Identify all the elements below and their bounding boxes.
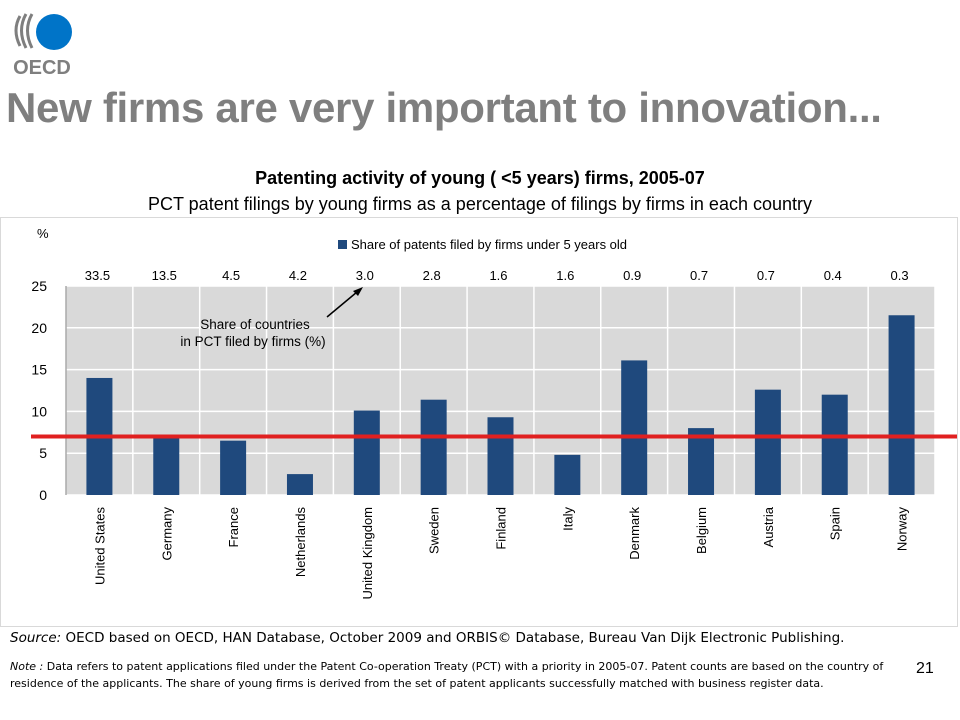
bar-austria: [754, 389, 781, 495]
bar-sweden: [420, 399, 447, 495]
annotation-arrowhead: [353, 287, 363, 296]
x-tick-label: Austria: [761, 506, 776, 547]
oecd-logo-icon: OECD: [13, 13, 72, 79]
y-tick-label: 0: [39, 487, 47, 503]
top-value-label: 2.8: [423, 268, 441, 283]
y-axis: 0 5 10 15 20 25: [31, 278, 67, 503]
logo-text: OECD: [13, 57, 71, 78]
chart-subtitle: PCT patent filings by young firms as a p…: [148, 194, 812, 214]
y-tick-label: 15: [31, 362, 47, 378]
x-tick-label: Germany: [159, 507, 174, 561]
annotation-line2: in PCT filed by firms (%): [180, 334, 325, 349]
bar-denmark: [621, 360, 648, 495]
page-number: 21: [916, 660, 934, 677]
bar-germany: [153, 436, 180, 495]
bar-chart: 0 5 10 15 20 25 United States Germany France Net…: [31, 226, 957, 600]
bar-finland: [487, 417, 514, 495]
top-value-label: 4.2: [289, 268, 307, 283]
top-value-label: 0.3: [891, 268, 909, 283]
note-text: Data refers to patent applications filed…: [10, 660, 884, 690]
y-tick-label: 10: [31, 403, 47, 419]
top-value-label: 4.5: [222, 268, 240, 283]
y-tick-label: 25: [31, 278, 47, 294]
x-tick-label: Netherlands: [293, 507, 308, 578]
bar-spain: [821, 394, 848, 495]
bar-belgium: [688, 428, 715, 495]
x-tick-label: Norway: [895, 507, 910, 552]
legend-swatch: [338, 240, 347, 249]
top-value-label: 3.0: [356, 268, 374, 283]
top-value-label: 0.4: [824, 268, 842, 283]
y-axis-unit-label: %: [37, 226, 49, 241]
top-value-label: 1.6: [556, 268, 574, 283]
note-label: Note :: [10, 660, 44, 673]
bar-united-kingdom: [353, 410, 380, 495]
top-value-label: 33.5: [85, 268, 110, 283]
source-text: OECD based on OECD, HAN Database, Octobe…: [61, 630, 845, 646]
top-value-labels: 33.5 13.5 4.5 4.2 3.0 2.8 1.6 1.6 0.9 0.7 0.7 0.4 0.…: [85, 268, 909, 283]
source-label: Source:: [10, 630, 62, 646]
x-tick-label: Belgium: [694, 507, 709, 554]
x-axis-labels: United States Germany France Netherlands Uni…: [92, 506, 909, 599]
top-value-label: 1.6: [489, 268, 507, 283]
x-tick-label: Sweden: [427, 507, 442, 554]
oecd-logo: OECD: [8, 8, 78, 79]
x-tick-label: Spain: [828, 507, 843, 540]
y-tick-label: 20: [31, 320, 47, 336]
x-tick-label: United Kingdom: [360, 507, 375, 600]
top-value-label: 0.9: [623, 268, 641, 283]
bar-france: [220, 440, 247, 495]
x-tick-label: United States: [92, 507, 107, 586]
x-tick-label: France: [226, 507, 241, 547]
top-value-label: 0.7: [690, 268, 708, 283]
note: Note : Data refers to patent application…: [10, 658, 900, 692]
x-tick-label: Italy: [560, 507, 575, 531]
top-value-label: 0.7: [757, 268, 775, 283]
chart-title: Patenting activity of young ( <5 years) …: [255, 168, 705, 188]
chart-container: 0 5 10 15 20 25 United States Germany France Net…: [0, 217, 958, 627]
source-line: Source: OECD based on OECD, HAN Database…: [10, 630, 844, 646]
x-tick-label: Denmark: [627, 507, 642, 560]
annotation-arrow: [326, 291, 358, 318]
bar-italy: [554, 454, 581, 495]
annotation-line1: Share of countries: [200, 317, 310, 332]
top-value-label: 13.5: [152, 268, 177, 283]
x-tick-label: Finland: [494, 507, 509, 550]
slide-title: New firms are very important to innovati…: [6, 84, 882, 131]
y-tick-label: 5: [39, 445, 47, 461]
legend-label: Share of patents filed by firms under 5 …: [351, 237, 627, 252]
bar-norway: [888, 315, 915, 495]
bar-netherlands: [286, 474, 313, 495]
